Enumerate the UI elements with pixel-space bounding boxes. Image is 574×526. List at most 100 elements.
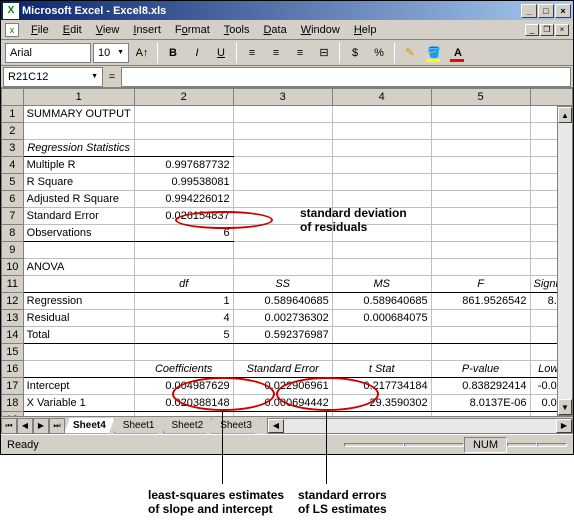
close-button[interactable]: × <box>555 4 571 18</box>
cell[interactable]: Regression <box>23 293 134 310</box>
cell[interactable] <box>134 123 233 140</box>
cell[interactable]: 0.026154837 <box>134 208 233 225</box>
cell[interactable]: P-value <box>431 361 530 378</box>
cell[interactable] <box>332 208 431 225</box>
cell[interactable]: 1 <box>134 293 233 310</box>
cell[interactable] <box>233 242 332 259</box>
cell[interactable] <box>431 174 530 191</box>
cell[interactable] <box>332 327 431 344</box>
cell[interactable]: Adjusted R Square <box>23 191 134 208</box>
menu-insert[interactable]: Insert <box>127 22 167 38</box>
cell[interactable]: 0.002736302 <box>233 310 332 327</box>
row-header[interactable]: 13 <box>2 310 24 327</box>
menu-window[interactable]: Window <box>295 22 346 38</box>
cell[interactable] <box>332 242 431 259</box>
cell[interactable] <box>332 191 431 208</box>
underline-button[interactable]: U <box>210 42 232 64</box>
tab-nav-prev[interactable]: ◀ <box>17 418 33 434</box>
mdi-restore[interactable]: ❐ <box>540 24 554 36</box>
sheet-tab[interactable]: Sheet4 <box>64 418 115 434</box>
row-header[interactable]: 2 <box>2 123 24 140</box>
workbook-icon[interactable]: x <box>5 23 19 37</box>
cell[interactable] <box>431 242 530 259</box>
cell[interactable]: 0.004987629 <box>134 378 233 395</box>
cell[interactable] <box>233 123 332 140</box>
tab-nav-last[interactable]: ⏭ <box>49 418 65 434</box>
cell[interactable]: 29.3590302 <box>332 395 431 412</box>
cell[interactable]: F <box>431 276 530 293</box>
cell[interactable] <box>332 140 431 157</box>
font-color-button[interactable]: A <box>447 42 469 64</box>
cell[interactable] <box>134 106 233 123</box>
row-header[interactable]: 10 <box>2 259 24 276</box>
cell[interactable] <box>431 225 530 242</box>
cell[interactable]: MS <box>332 276 431 293</box>
cell[interactable]: 861.9526542 <box>431 293 530 310</box>
cell[interactable] <box>431 310 530 327</box>
sheet-tab[interactable]: Sheet1 <box>114 418 164 434</box>
cell[interactable]: Intercept <box>23 378 134 395</box>
row-header[interactable]: 7 <box>2 208 24 225</box>
col-header[interactable]: 3 <box>233 89 332 106</box>
cell[interactable]: Observations <box>23 225 134 242</box>
row-header[interactable]: 18 <box>2 395 24 412</box>
cell[interactable] <box>23 242 134 259</box>
cell[interactable]: SS <box>233 276 332 293</box>
grow-font-button[interactable]: A↑ <box>131 42 153 64</box>
cell[interactable] <box>23 344 134 361</box>
cell[interactable] <box>233 106 332 123</box>
maximize-button[interactable]: □ <box>538 4 554 18</box>
row-header[interactable]: 8 <box>2 225 24 242</box>
row-header[interactable]: 6 <box>2 191 24 208</box>
row-header[interactable]: 15 <box>2 344 24 361</box>
cell[interactable]: Regression Statistics <box>23 140 134 157</box>
formula-eq-icon[interactable]: = <box>105 71 119 83</box>
mdi-close[interactable]: × <box>555 24 569 36</box>
cell[interactable] <box>332 344 431 361</box>
merge-center-button[interactable]: ⊟ <box>313 42 335 64</box>
cell[interactable] <box>431 191 530 208</box>
cell[interactable]: ANOVA <box>23 259 134 276</box>
cell[interactable] <box>332 157 431 174</box>
cell[interactable] <box>233 157 332 174</box>
cell[interactable] <box>332 123 431 140</box>
row-header[interactable]: 14 <box>2 327 24 344</box>
row-header[interactable]: 12 <box>2 293 24 310</box>
mdi-minimize[interactable]: _ <box>525 24 539 36</box>
row-header[interactable]: 9 <box>2 242 24 259</box>
bold-button[interactable]: B <box>162 42 184 64</box>
scroll-right-icon[interactable]: ▶ <box>556 419 572 433</box>
cell[interactable]: df <box>134 276 233 293</box>
cell[interactable]: 0.020388148 <box>134 395 233 412</box>
cell[interactable]: 0.997687732 <box>134 157 233 174</box>
cell[interactable]: SUMMARY OUTPUT <box>23 106 134 123</box>
select-all-corner[interactable] <box>2 89 24 106</box>
cell[interactable]: Total <box>23 327 134 344</box>
cell[interactable]: 5 <box>134 327 233 344</box>
cell[interactable] <box>431 259 530 276</box>
menu-data[interactable]: Data <box>257 22 292 38</box>
cell[interactable] <box>23 123 134 140</box>
font-size-selector[interactable]: 10▼ <box>93 43 129 63</box>
cell[interactable] <box>431 157 530 174</box>
col-header[interactable]: 1 <box>23 89 134 106</box>
cell[interactable]: X Variable 1 <box>23 395 134 412</box>
col-header[interactable]: 2 <box>134 89 233 106</box>
cell[interactable]: t Stat <box>332 361 431 378</box>
menu-tools[interactable]: Tools <box>218 22 256 38</box>
cell[interactable] <box>233 259 332 276</box>
cell[interactable] <box>431 344 530 361</box>
cell[interactable]: 0.022906961 <box>233 378 332 395</box>
fill-color-button[interactable]: 🪣 <box>423 42 445 64</box>
cell[interactable] <box>332 174 431 191</box>
col-header[interactable] <box>530 89 573 106</box>
name-box[interactable]: R21C12▼ <box>3 67 103 87</box>
cell[interactable] <box>134 140 233 157</box>
cell[interactable] <box>134 344 233 361</box>
menu-help[interactable]: Help <box>348 22 383 38</box>
cell[interactable] <box>431 327 530 344</box>
cell[interactable]: 0.589640685 <box>332 293 431 310</box>
sheet-tab[interactable]: Sheet3 <box>211 418 261 434</box>
spreadsheet-grid[interactable]: 123451SUMMARY OUTPUT23Regression Statist… <box>1 88 573 416</box>
cell[interactable] <box>134 259 233 276</box>
